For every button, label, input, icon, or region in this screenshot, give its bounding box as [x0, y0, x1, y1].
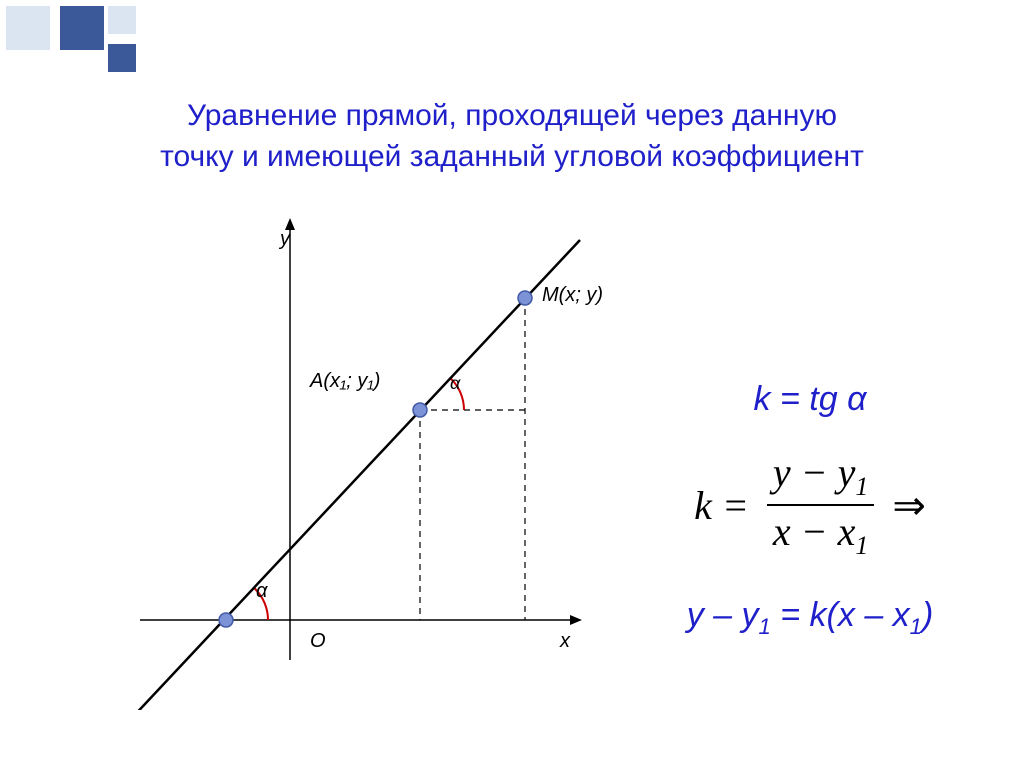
point-label-a: A(x₁; y₁) [310, 370, 380, 393]
title-line-2: точку и имеющей заданный угловой коэффиц… [52, 137, 972, 178]
title-line-1: Уравнение прямой, проходящей через данну… [52, 96, 972, 137]
decor-square-small-right [108, 6, 136, 34]
formula-3-mid: = k(x – x [771, 596, 910, 634]
formula-block: k = tg α k = y − y1 x − x1 ⇒ y – y1 = k(… [610, 380, 1010, 640]
angle-label-alpha-a: α [450, 373, 460, 394]
origin-label: O [310, 630, 326, 653]
formula-2-fraction: y − y1 x − x1 [767, 449, 875, 561]
formula-3-sub1: 1 [759, 614, 771, 639]
formula-k-equals-tan-alpha: k = tg α [610, 380, 1010, 419]
formula-2-k-eq: k = [694, 483, 749, 528]
coordinate-graph: y x O α α A(x₁; y₁) M(x; y) [100, 210, 620, 710]
point-label-m: M(x; y) [542, 284, 603, 307]
formula-1-text: k = tg α [754, 380, 867, 418]
formula-2-denominator: x − x1 [767, 506, 875, 561]
corner-decoration [0, 0, 160, 95]
axis-label-y: y [280, 228, 290, 251]
formula-3-suffix: ) [922, 596, 933, 634]
formula-point-slope: y – y1 = k(x – x1) [610, 596, 1010, 640]
decor-square-outer [6, 6, 50, 50]
formula-2-lhs: k = [694, 482, 749, 529]
formula-3-prefix: y – y [687, 596, 759, 634]
implies-arrow: ⇒ [892, 482, 926, 529]
decor-square-inner [60, 6, 104, 50]
formula-2-num-text: y − y [773, 450, 856, 495]
formula-2-num-sub: 1 [855, 472, 868, 501]
slide-title: Уравнение прямой, проходящей через данну… [52, 96, 972, 177]
angle-label-alpha-xaxis: α [256, 580, 267, 603]
formula-3-sub2: 1 [910, 614, 922, 639]
axis-label-x: x [560, 630, 570, 653]
formula-2-den-text: x − x [773, 509, 856, 554]
formula-slope-fraction: k = y − y1 x − x1 ⇒ [610, 449, 1010, 561]
formula-2-numerator: y − y1 [767, 449, 875, 504]
formula-2-den-sub: 1 [855, 531, 868, 560]
decor-square-small-bottom [108, 44, 136, 72]
